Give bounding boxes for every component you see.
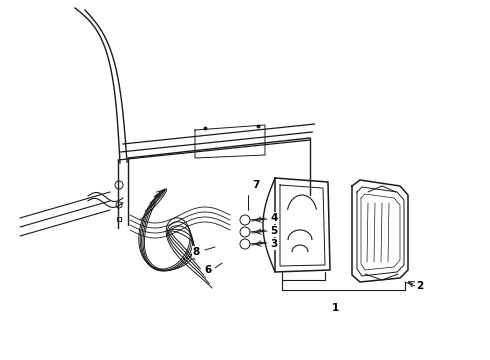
Text: 4: 4: [270, 213, 277, 223]
Text: 5: 5: [270, 226, 277, 236]
Text: 6: 6: [204, 265, 212, 275]
Text: 2: 2: [416, 281, 423, 291]
Text: 3: 3: [270, 239, 277, 249]
Text: 7: 7: [252, 180, 259, 190]
Text: 8: 8: [193, 247, 199, 257]
Text: 1: 1: [331, 303, 339, 313]
